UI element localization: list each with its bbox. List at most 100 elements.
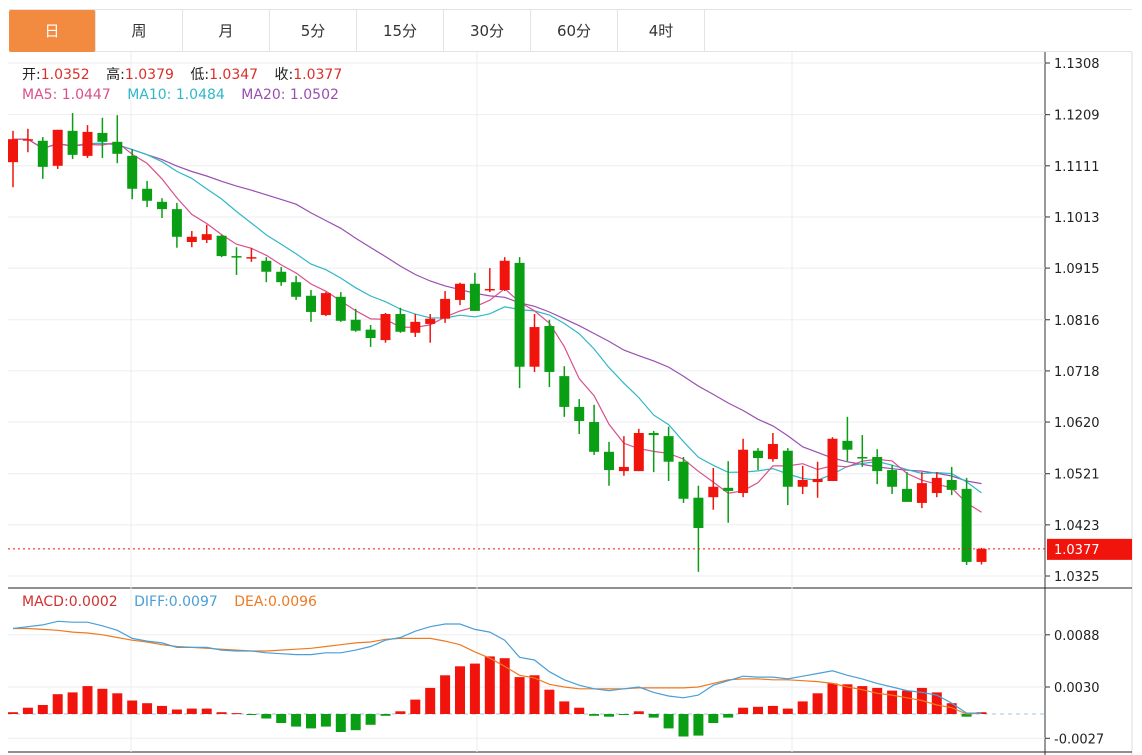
candle — [604, 441, 614, 486]
candle — [350, 308, 361, 332]
candle — [902, 472, 912, 502]
candle — [618, 436, 629, 476]
candle-body — [22, 139, 33, 141]
last-price-label: 1.0377 — [1054, 543, 1100, 558]
tab-4hour[interactable]: 4时 — [618, 10, 705, 52]
low-label: 低: — [190, 67, 210, 83]
price-tick-label: 1.1013 — [1054, 211, 1100, 226]
candle — [67, 113, 78, 160]
candle — [455, 282, 465, 306]
candle — [827, 437, 838, 482]
candle — [365, 324, 376, 347]
open-label: 开: — [22, 67, 41, 83]
macd-bar — [455, 666, 465, 714]
candle-body — [559, 376, 570, 407]
candle-body — [440, 298, 451, 319]
price-tick-label: 1.1308 — [1054, 57, 1100, 72]
macd-bar — [708, 714, 719, 723]
candle-body — [902, 488, 912, 502]
candle-body — [484, 288, 495, 291]
candle-body — [142, 188, 153, 201]
candle-body — [946, 479, 957, 490]
candle-body — [589, 422, 600, 452]
candle — [499, 257, 510, 292]
macd-bar — [37, 705, 48, 714]
candle — [559, 366, 570, 417]
macd-bar — [663, 714, 674, 729]
macd-bar — [559, 701, 570, 714]
macd-bar — [961, 714, 972, 717]
ma10-label: MA10: — [127, 87, 176, 103]
candle-body — [753, 450, 763, 459]
candle-body — [335, 296, 346, 321]
candle-body — [231, 256, 242, 258]
price-tick-label: 1.0620 — [1054, 416, 1100, 431]
tab-week[interactable]: 周 — [96, 10, 183, 52]
low-value: 1.0347 — [209, 67, 259, 83]
tab-5min[interactable]: 5分 — [270, 10, 357, 52]
candle-body — [52, 129, 63, 166]
tab-month[interactable]: 月 — [183, 10, 270, 52]
price-tick-label: 1.0816 — [1054, 314, 1100, 329]
macd-bar — [335, 714, 346, 732]
macd-bar — [306, 714, 316, 729]
candle — [246, 247, 257, 262]
tab-day[interactable]: 日 — [9, 10, 96, 52]
candle-body — [8, 139, 18, 163]
diff-label: DIFF: — [134, 594, 169, 610]
high-value: 1.0379 — [124, 67, 174, 83]
candle — [797, 465, 808, 495]
candle-body — [887, 470, 898, 487]
candle — [425, 314, 436, 343]
candle-body — [186, 236, 197, 243]
macd-bar — [22, 707, 33, 714]
macd-bar — [723, 714, 734, 718]
candle-body — [842, 440, 853, 450]
macd-bar — [410, 699, 421, 714]
ma20-label: MA20: — [241, 87, 290, 103]
candle-body — [648, 433, 659, 436]
macd-tick-label: 0.0088 — [1054, 629, 1100, 644]
candle — [842, 416, 853, 462]
macd-bar — [857, 686, 868, 714]
macd-bar — [902, 690, 912, 714]
macd-bar — [395, 711, 406, 714]
candle-body — [827, 438, 838, 482]
tab-30min[interactable]: 30分 — [444, 10, 531, 52]
price-tick-label: 1.0325 — [1054, 570, 1100, 585]
price-tick-label: 1.0521 — [1054, 468, 1100, 483]
tab-60min[interactable]: 60分 — [531, 10, 618, 52]
candle — [395, 307, 406, 333]
candle-body — [171, 209, 182, 237]
candle-body — [529, 327, 540, 367]
ma20-value: 1.0502 — [289, 87, 339, 103]
macd-bar — [797, 701, 808, 714]
tab-15min[interactable]: 15分 — [357, 10, 444, 52]
candle — [261, 257, 272, 283]
candle — [8, 130, 18, 188]
candle — [171, 202, 182, 248]
close-label: 收: — [274, 67, 294, 83]
price-tick-label: 1.1209 — [1054, 109, 1100, 124]
candle — [291, 275, 302, 300]
candle-body — [216, 235, 227, 257]
macd-bar — [67, 692, 78, 714]
candle — [97, 117, 108, 158]
candle — [648, 430, 659, 473]
candle — [544, 319, 555, 388]
candle-body — [723, 487, 734, 491]
candle — [916, 472, 927, 509]
macd-bar — [842, 684, 853, 714]
macd-bar — [678, 714, 689, 737]
candle-body — [976, 548, 987, 562]
macd-bar — [872, 687, 883, 714]
candle — [812, 461, 823, 498]
candle-body — [455, 283, 465, 300]
ma5-value: 1.0447 — [61, 87, 111, 103]
candle-body — [812, 478, 823, 483]
candle-body — [127, 155, 138, 189]
candle-body — [410, 321, 421, 333]
macd-bar — [514, 677, 525, 714]
macd-bar — [142, 703, 153, 714]
